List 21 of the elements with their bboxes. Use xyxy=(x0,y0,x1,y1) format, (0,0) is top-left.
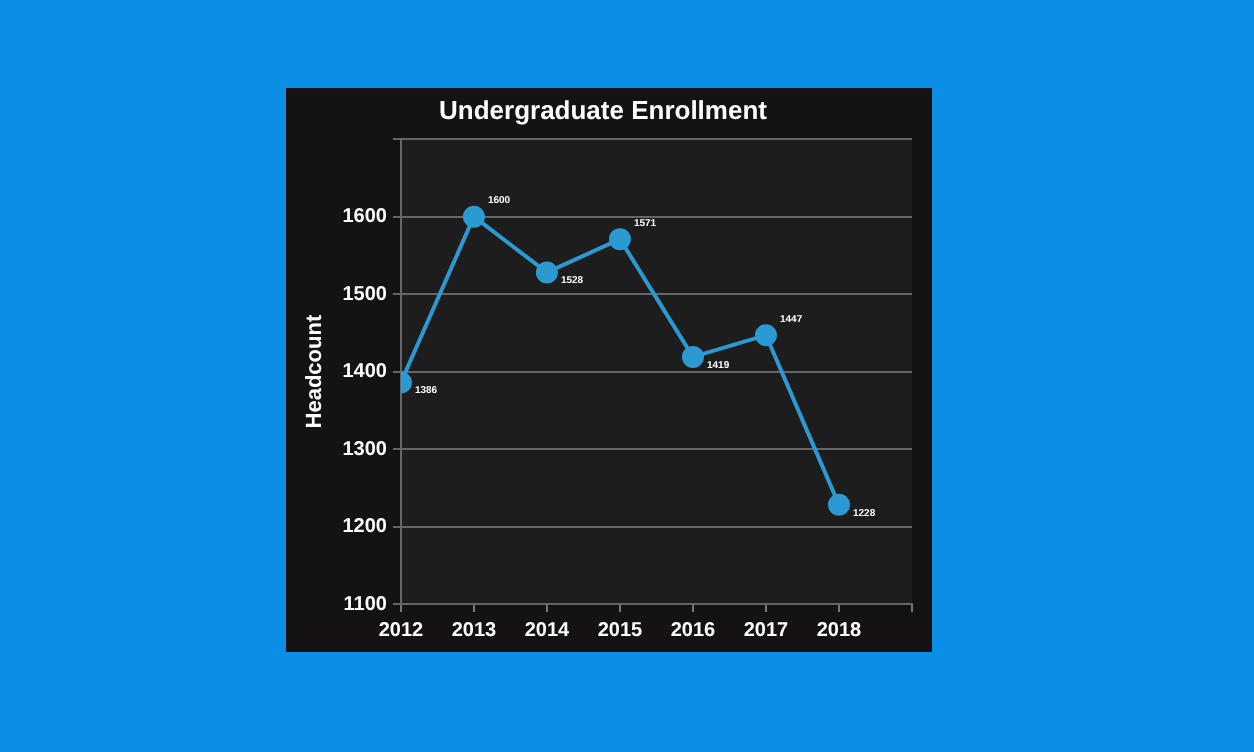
x-tick-label: 2017 xyxy=(743,619,790,642)
x-tick-label: 2014 xyxy=(524,619,571,642)
y-tick-label: 1600 xyxy=(342,206,388,229)
y-axis-title: Headcount xyxy=(303,314,328,429)
y-tick-label: 1400 xyxy=(342,361,388,384)
y-tick-label: 1300 xyxy=(342,438,388,461)
x-tick-label: 2018 xyxy=(816,619,863,642)
y-tick-label: 1200 xyxy=(342,516,388,539)
point xyxy=(608,228,631,251)
point xyxy=(681,345,704,368)
point xyxy=(535,261,558,284)
point xyxy=(754,324,777,347)
point xyxy=(827,493,850,516)
x-tick-label: 2013 xyxy=(451,619,498,642)
x-tick-label: 2016 xyxy=(670,619,717,642)
point xyxy=(462,205,485,228)
y-tick-label: 1500 xyxy=(342,283,388,306)
chart-title: Undergraduate Enrollment xyxy=(439,94,769,125)
x-tick-label: 2012 xyxy=(378,619,425,642)
x-tick-label: 2015 xyxy=(597,619,644,642)
y-tick-label: 1100 xyxy=(343,593,388,616)
